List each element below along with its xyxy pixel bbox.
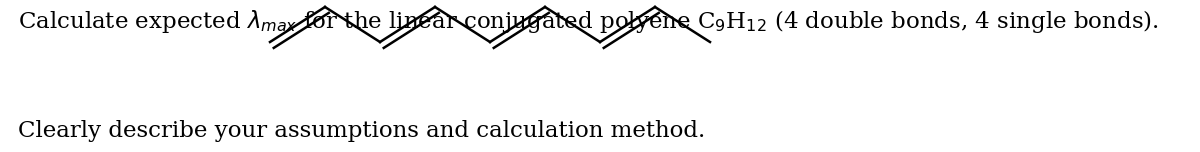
Text: Clearly describe your assumptions and calculation method.: Clearly describe your assumptions and ca… <box>18 120 706 142</box>
Text: Calculate expected $\lambda_{max}$ for the linear conjugated polyene C$_9$H$_{12: Calculate expected $\lambda_{max}$ for t… <box>18 8 1159 35</box>
